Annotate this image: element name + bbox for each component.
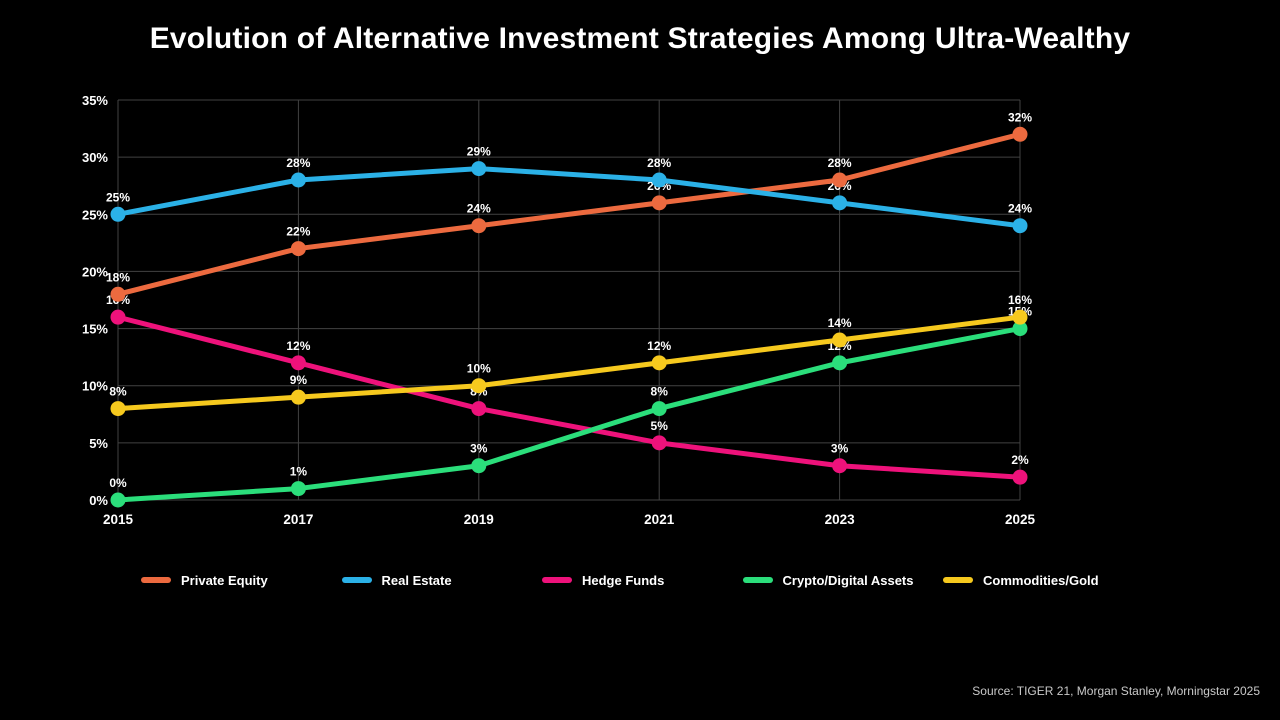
source-attribution: Source: TIGER 21, Morgan Stanley, Mornin…: [972, 684, 1260, 698]
svg-text:14%: 14%: [828, 316, 852, 330]
svg-text:2%: 2%: [1011, 453, 1029, 467]
svg-text:3%: 3%: [831, 442, 849, 456]
series-real-estate: [110, 161, 1028, 234]
svg-text:25%: 25%: [106, 190, 130, 204]
data-point: [651, 355, 667, 371]
svg-text:22%: 22%: [286, 225, 310, 239]
svg-text:12%: 12%: [647, 339, 671, 353]
y-tick-label: 35%: [82, 93, 108, 108]
data-point: [110, 309, 126, 325]
svg-text:5%: 5%: [651, 419, 669, 433]
data-point: [290, 172, 306, 188]
legend-label: Commodities/Gold: [983, 572, 1099, 588]
legend-swatch-crypto-digital-assets: [742, 577, 773, 583]
data-point: [290, 481, 306, 497]
series-private-equity: [110, 126, 1028, 302]
svg-text:9%: 9%: [290, 373, 308, 387]
x-tick-label: 2015: [103, 512, 134, 527]
legend-swatch-hedge-funds: [542, 577, 572, 583]
legend-label: Hedge Funds: [582, 572, 665, 588]
x-tick-label: 2025: [1005, 512, 1036, 527]
y-tick-label: 0%: [89, 493, 108, 508]
legend-item-private-equity: Private Equity: [141, 569, 342, 591]
x-tick-label: 2019: [464, 512, 494, 527]
y-tick-label: 5%: [89, 436, 108, 451]
svg-text:3%: 3%: [470, 442, 488, 456]
data-point: [290, 389, 306, 405]
data-point: [471, 401, 487, 417]
series-hedge-funds: [110, 309, 1028, 485]
svg-text:1%: 1%: [290, 465, 308, 479]
data-point: [110, 492, 126, 508]
data-point: [832, 332, 848, 348]
data-point: [110, 401, 126, 417]
data-point: [290, 355, 306, 371]
svg-text:10%: 10%: [467, 362, 491, 376]
legend-swatch-private-equity: [141, 577, 171, 583]
legend-item-commodities-gold: Commodities/Gold: [943, 569, 1144, 591]
data-point: [110, 206, 126, 222]
data-point: [1012, 469, 1028, 485]
legend-label: Real Estate: [381, 572, 452, 588]
axis-tick-labels: 0% 5% 10% 15% 20% 25% 30% 35% 2015 2017 2019 2021 20…: [82, 93, 1036, 527]
data-labels-commodities-gold: 8% 9% 10% 12% 14% 16%: [109, 293, 1032, 398]
data-point: [651, 401, 667, 417]
data-point: [832, 458, 848, 474]
legend-label: Crypto/Digital Assets: [782, 572, 914, 588]
series-crypto-digital-assets: [110, 321, 1028, 508]
data-labels-real-estate: 25%28%29%28%26%24%: [106, 145, 1032, 216]
data-point: [651, 172, 667, 188]
data-point: [832, 172, 848, 188]
svg-text:24%: 24%: [467, 202, 491, 216]
x-tick-label: 2021: [644, 512, 675, 527]
data-labels-hedge-funds: 16% 12% 8% 5% 3% 2%: [106, 293, 1029, 467]
gridlines: [117, 99, 1021, 501]
legend-item-hedge-funds: Hedge Funds: [542, 569, 743, 591]
svg-text:28%: 28%: [286, 156, 310, 170]
data-labels-private-equity: 18%22%24%26%28%32%: [106, 110, 1032, 284]
chart-title: Evolution of Alternative Investment Stra…: [149, 22, 1131, 55]
data-point: [471, 458, 487, 474]
data-point: [1012, 321, 1028, 337]
data-point: [1012, 218, 1028, 234]
svg-text:12%: 12%: [286, 339, 310, 353]
data-point: [651, 195, 667, 211]
data-point: [832, 195, 848, 211]
svg-text:28%: 28%: [647, 156, 671, 170]
y-tick-label: 25%: [82, 207, 108, 222]
series-lines: [110, 126, 1028, 508]
data-point: [110, 286, 126, 302]
svg-text:32%: 32%: [1008, 110, 1032, 124]
data-point: [471, 378, 487, 394]
data-point: [471, 161, 487, 177]
chart-legend: Private Equity Real Estate Hedge Funds Cryp…: [141, 569, 1144, 591]
data-point: [471, 218, 487, 234]
y-tick-label: 15%: [82, 322, 108, 337]
data-point: [651, 435, 667, 451]
svg-text:18%: 18%: [106, 270, 130, 284]
legend-item-real-estate: Real Estate: [341, 569, 543, 591]
svg-text:8%: 8%: [109, 385, 127, 399]
data-point: [290, 241, 306, 257]
y-tick-label: 20%: [82, 264, 108, 279]
svg-text:24%: 24%: [1008, 202, 1032, 216]
svg-text:28%: 28%: [828, 156, 852, 170]
svg-text:29%: 29%: [467, 145, 491, 159]
legend-swatch-commodities-gold: [943, 577, 973, 583]
svg-text:8%: 8%: [651, 385, 669, 399]
svg-text:16%: 16%: [1008, 293, 1032, 307]
legend-item-crypto-digital-assets: Crypto/Digital Assets: [742, 569, 944, 591]
x-tick-label: 2017: [283, 512, 313, 527]
svg-text:0%: 0%: [109, 476, 127, 490]
data-point: [1012, 309, 1028, 325]
x-tick-label: 2023: [825, 512, 856, 527]
y-tick-label: 10%: [82, 379, 108, 394]
data-point: [1012, 126, 1028, 142]
series-commodities-gold: [110, 309, 1028, 417]
legend-swatch-real-estate: [341, 577, 372, 583]
y-tick-label: 30%: [82, 150, 108, 165]
legend-label: Private Equity: [181, 572, 268, 588]
data-point: [832, 355, 848, 371]
